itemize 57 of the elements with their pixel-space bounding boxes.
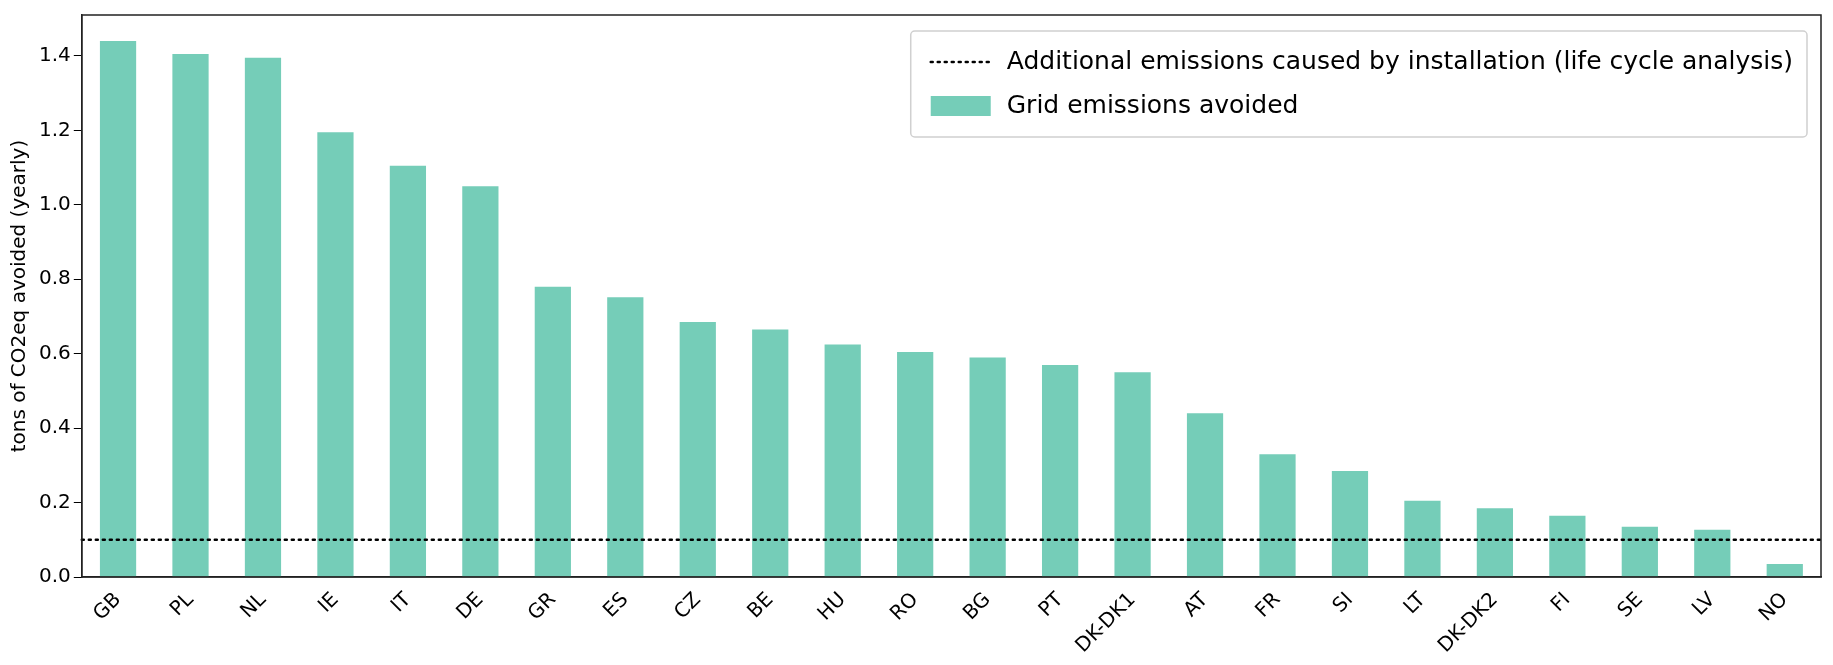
bar — [1186, 413, 1224, 577]
bar — [1331, 471, 1369, 577]
bar — [317, 132, 354, 577]
bar — [1549, 515, 1586, 577]
x-tick-label: HU — [811, 586, 850, 625]
x-tick-label: AT — [1178, 586, 1213, 622]
x-tick-label: RO — [884, 586, 923, 625]
x-tick-label: CZ — [668, 586, 705, 624]
y-tick-label: 1.2 — [38, 116, 71, 141]
bar — [244, 57, 282, 577]
bar — [172, 54, 209, 577]
bar — [1114, 372, 1151, 577]
y-tick-label: 0.6 — [38, 339, 71, 364]
bar — [389, 165, 427, 577]
x-tick-label: LT — [1398, 586, 1431, 619]
y-tick-label: 0.2 — [38, 488, 71, 513]
y-tick-label: 1.4 — [38, 42, 71, 67]
bar — [897, 351, 934, 577]
x-tick-label: ES — [597, 586, 633, 622]
x-tick-label: GB — [87, 586, 126, 625]
bar — [1766, 564, 1803, 577]
x-tick-label: SI — [1327, 586, 1358, 617]
bar — [99, 41, 137, 577]
x-tick-label: BG — [957, 586, 995, 625]
legend-label: Grid emissions avoided — [1006, 89, 1299, 119]
bar — [679, 322, 716, 577]
y-tick-label: 0.8 — [38, 265, 71, 290]
x-tick-label: PL — [164, 586, 199, 621]
bar — [607, 297, 644, 577]
y-tick-label: 0.0 — [38, 563, 71, 588]
bar — [534, 286, 571, 577]
x-tick-label: NO — [1753, 586, 1792, 626]
x-tick-label: DE — [450, 586, 488, 624]
x-tick-label: SE — [1612, 586, 1648, 622]
x-tick-label: GR — [522, 586, 561, 625]
bar — [462, 186, 499, 577]
x-tick-label: IE — [312, 586, 343, 617]
bar — [1621, 526, 1658, 577]
y-axis-title: tons of CO2eq avoided (yearly) — [6, 139, 31, 453]
x-tick-label: NL — [234, 586, 271, 623]
bar — [1694, 529, 1731, 577]
bar — [1259, 454, 1296, 577]
bar — [752, 329, 789, 577]
bar — [1041, 364, 1079, 577]
bar — [1476, 508, 1514, 577]
bar — [824, 344, 861, 577]
bar — [1404, 500, 1441, 577]
bar — [969, 357, 1006, 577]
x-tick-label: FI — [1545, 586, 1575, 617]
x-tick-label: LV — [1686, 586, 1720, 620]
y-tick-label: 0.4 — [38, 414, 71, 439]
legend-label: Additional emissions caused by installation (life cycle analysis) — [1006, 45, 1794, 75]
x-tick-label: IT — [385, 586, 416, 617]
y-tick-label: 1.0 — [38, 191, 71, 216]
x-tick-label: PT — [1033, 586, 1068, 621]
x-tick-label: BE — [741, 586, 778, 623]
x-tick-label: FR — [1249, 586, 1285, 622]
